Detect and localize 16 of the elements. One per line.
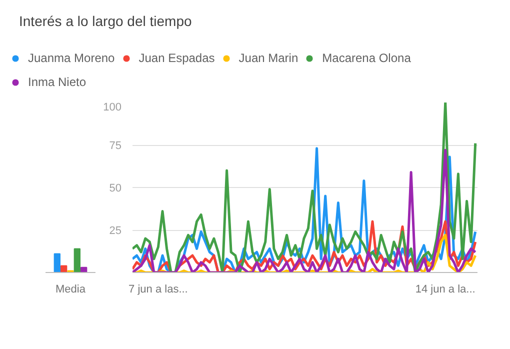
x-tick-label: 14 jun a la... [415,284,476,296]
y-tick-label: 25 [109,225,122,237]
y-tick-label: 100 [103,102,122,114]
legend-label: Inma Nieto [28,75,86,89]
legend-label: Macarena Olona [322,51,411,65]
y-tick-label: 75 [109,140,122,152]
x-tick-label: 7 jun a las... [128,284,188,296]
chart-title: Interés a lo largo del tiempo [19,12,192,31]
bar [60,265,68,272]
bar [74,248,80,272]
legend-label: Juan Espadas [138,51,215,65]
legend-label: Juanma Moreno [28,51,115,65]
bar [54,253,60,272]
y-tick-label: 50 [109,182,122,194]
legend-label: Juan Marin [238,51,298,65]
x-tick-label: Media [56,284,86,296]
